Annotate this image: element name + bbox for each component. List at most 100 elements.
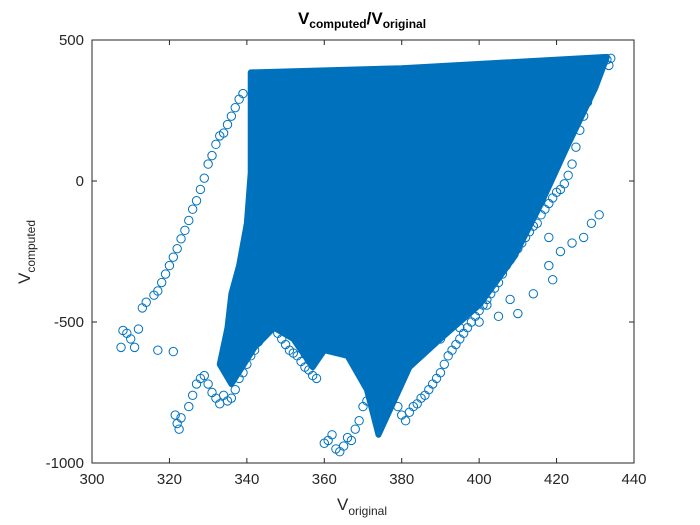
data-point [153,345,163,355]
data-point [187,390,198,401]
data-point [435,334,446,344]
data-point [168,252,179,262]
data-point [578,111,589,121]
data-point [129,342,140,353]
data-point [180,225,190,236]
y-axis-label: Vcomputed [15,220,38,284]
y-tick-label: -500 [54,314,84,331]
axes [91,39,635,464]
data-point [482,300,492,310]
data-point [249,345,260,355]
data-point [590,77,600,88]
data-point [176,234,186,244]
data-point [211,139,221,150]
data-point [400,416,411,426]
data-point [493,311,504,322]
data-point [513,170,523,181]
data-point [164,260,175,271]
data-point [269,320,279,330]
x-tick-label: 400 [467,471,492,488]
data-point [230,384,240,395]
data-point [567,238,577,248]
data-point [222,119,233,130]
data-point [199,370,209,381]
x-tick-label: 340 [234,471,259,488]
data-point [195,184,206,195]
x-axis-label: Voriginal [337,495,387,518]
data-point [311,373,322,384]
data-point [191,196,202,206]
data-point [575,125,585,135]
data-point [532,148,542,158]
x-tick-label: 360 [312,471,337,488]
data-point [257,328,268,338]
data-point [230,102,240,113]
data-point [160,269,171,279]
data-point [203,159,213,169]
data-point [327,430,337,440]
data-point [238,368,248,378]
data-point [602,55,612,65]
data-point [571,142,581,152]
data-point [474,317,484,327]
data-point [187,204,198,214]
data-point [346,435,357,446]
axes-box [91,39,635,464]
data-point [571,100,581,110]
x-tick-label: 300 [79,471,104,488]
data-point [594,210,604,220]
data-point [416,294,426,305]
data-point [156,277,167,288]
data-point [141,297,151,307]
data-point [207,150,217,161]
data-point [354,416,364,426]
data-point [218,128,229,138]
data-points [116,53,616,457]
data-point [590,71,600,82]
data-point [176,413,186,423]
data-point [168,346,179,357]
data-point [455,322,465,333]
data-point [350,424,360,434]
data-point [199,173,209,183]
data-point [338,441,349,451]
data-point [203,379,213,389]
data-point [435,368,446,378]
data-point [563,170,573,181]
data-point [493,193,504,203]
data-point [439,359,449,369]
data-point [455,241,465,251]
data-point [174,424,184,434]
data-point [604,60,614,71]
data-point [184,401,194,412]
y-tick-label: 500 [59,32,84,49]
data-point [555,246,566,257]
data-point [551,125,562,135]
x-tick-label: 380 [389,471,414,488]
data-point [172,243,182,254]
data-point [373,387,384,398]
data-point [389,390,399,401]
data-point [226,393,237,403]
data-point [385,370,395,381]
data-point [548,275,558,285]
data-point [238,88,248,99]
y-tick-label: -1000 [46,455,84,472]
data-point [377,345,388,355]
data-point [505,294,515,305]
tick-labels: 300 320 340 360 380 400 420 440 500 0 -500 -1000 [46,32,647,488]
data-point [513,308,523,319]
y-tick-label: 0 [76,173,84,190]
data-point [242,359,252,369]
data-point [435,269,446,279]
data-point [567,159,577,169]
data-point [578,232,589,243]
data-point [397,317,407,327]
data-point [497,269,508,279]
data-point [532,218,542,229]
chart-title: Vcomputed/Voriginal [298,9,426,31]
data-point [393,401,403,412]
data-point [586,218,597,229]
